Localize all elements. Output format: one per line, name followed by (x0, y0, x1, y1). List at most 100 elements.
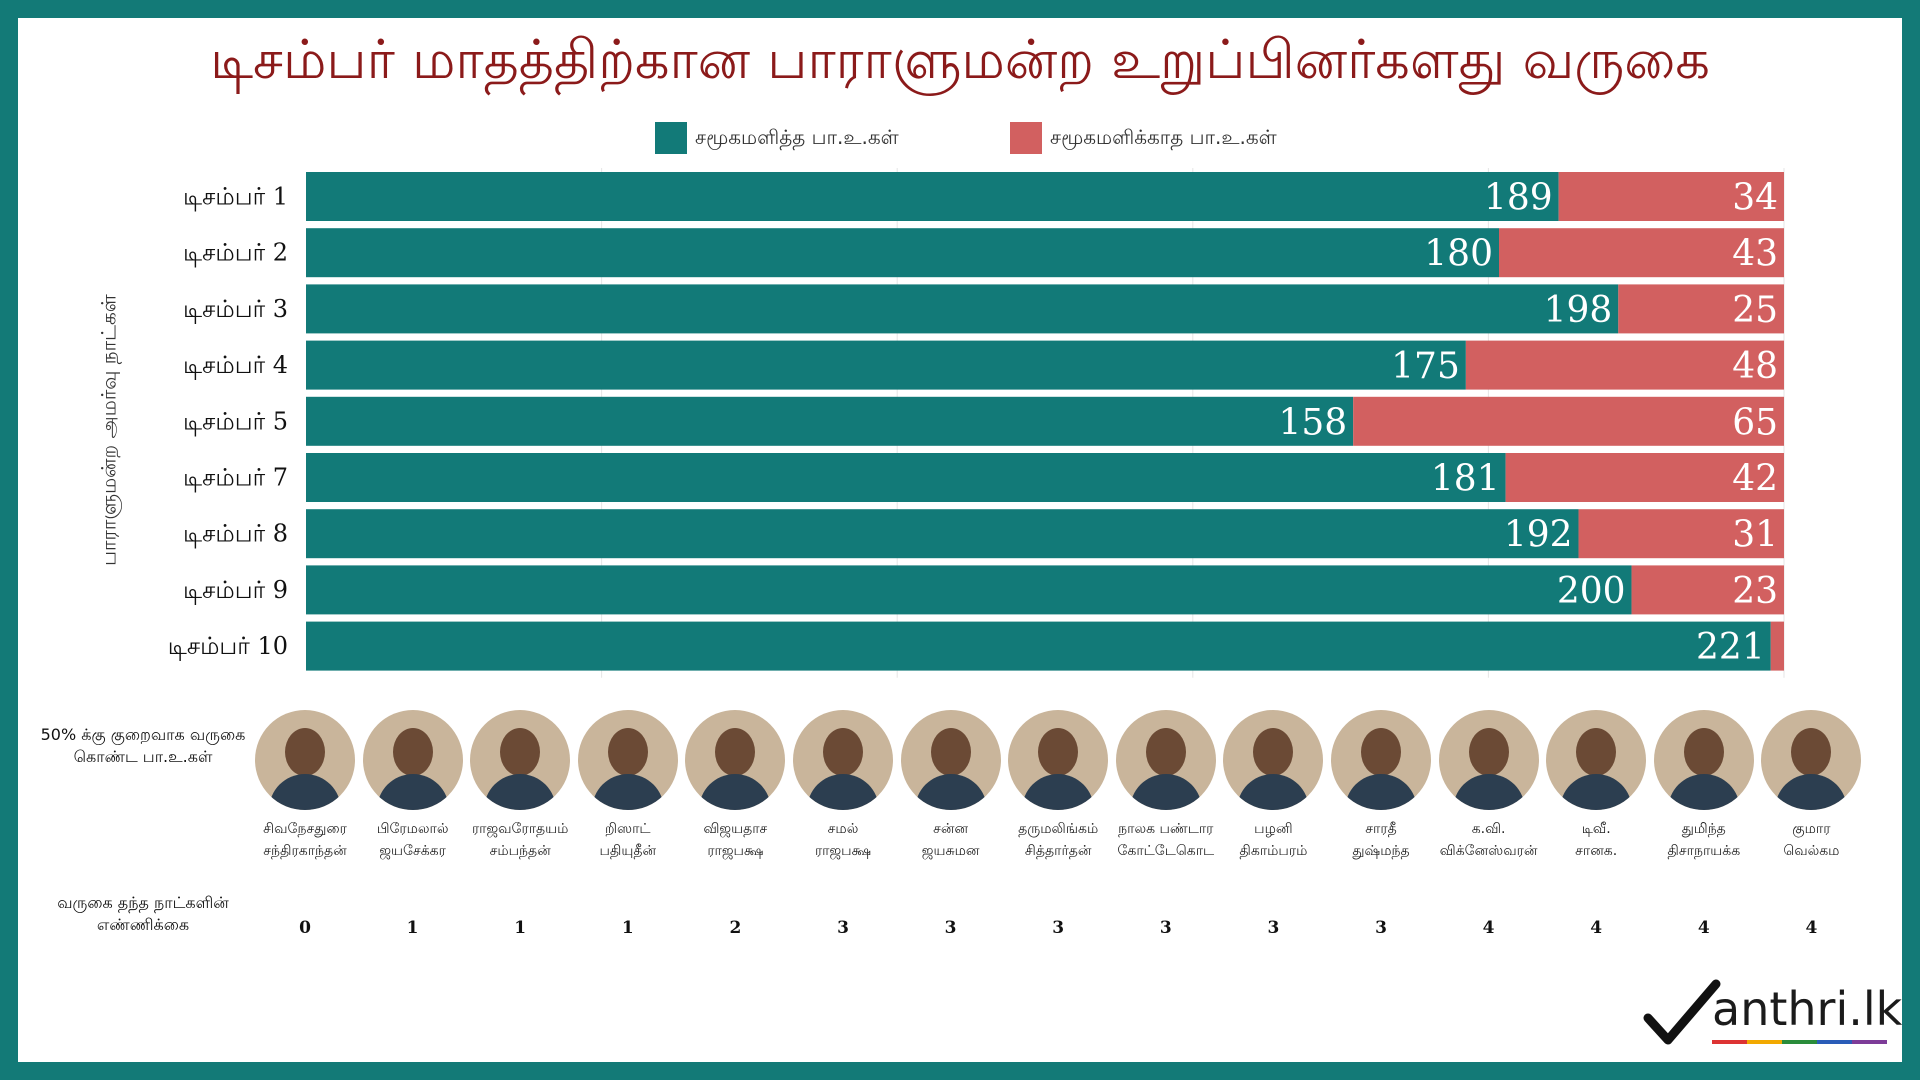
bar-absent (1618, 284, 1784, 334)
mp-name: தருமலிங்கம் சித்தார்தன் (998, 818, 1118, 862)
attendance-bar-chart: டிசம்பர் 1 189 34 டிசம்பர் 2 180 43 டிசம்பர் 3… (168, 168, 1785, 678)
mp-photo-head (715, 728, 756, 776)
mp-card: விஜயதாச ராஜபக்ஷ (675, 710, 795, 862)
mp-name: விஜயதாச ராஜபக்ஷ (675, 818, 795, 862)
category-label: டிசம்பர் 1 (183, 183, 288, 212)
legend-item-present: சமூகமளித்த பா.உ.கள் (655, 122, 899, 154)
mp-name-line1: டிவீ. (1581, 821, 1611, 837)
mp-photo-head (1361, 728, 1401, 776)
mp-name: துமிந்த திசாநாயக்க (1644, 818, 1764, 862)
value-label-present: 221 (1696, 627, 1765, 668)
mp-name-line2: பதியுதீன் (599, 843, 657, 859)
mp-name: குமார வெல்கம (1751, 818, 1871, 862)
mp-name-line1: சன்ன (933, 821, 969, 837)
mp-photo (1008, 710, 1109, 810)
bar-absent (1558, 172, 1784, 221)
category-label: டிசம்பர் 9 (183, 576, 288, 605)
mp-photo-head (823, 728, 863, 776)
legend-item-absent: சமூகமளிக்காத பா.உ.கள் (1010, 122, 1277, 154)
chart-legend: சமூகமளித்த பா.உ.கள் சமூகமளிக்காத பா.உ.கள… (0, 122, 1920, 156)
mp-days-count: 1 (621, 918, 634, 938)
mp-name-line1: ராஜவரோதயம் (471, 821, 569, 837)
mp-name-line1: துமிந்த (1681, 821, 1726, 837)
value-label-absent: 42 (1732, 459, 1778, 500)
value-label-present: 158 (1278, 402, 1347, 443)
mp-photo (577, 710, 678, 810)
mp-photo (685, 710, 786, 810)
mp-name-line1: தருமலிங்கம் (1018, 821, 1099, 837)
bar-absent (1465, 340, 1784, 390)
mp-days-count: 3 (1159, 918, 1172, 938)
mp-days-count: 3 (837, 918, 849, 938)
mp-photo (470, 710, 571, 810)
mp-days-count: 1 (406, 918, 419, 938)
mp-card: நாலக பண்டார கோட்டேகொட (1106, 710, 1226, 862)
mp-name-line2: ராஜபக்ஷ (814, 843, 872, 859)
mp-photo (1223, 710, 1324, 810)
mp-name-line1: சாரதீ (1365, 821, 1397, 837)
category-label: டிசம்பர் 4 (183, 351, 288, 380)
bar-present (306, 228, 1500, 278)
mp-days-count: 3 (1052, 918, 1065, 938)
mp-days-count: 4 (1697, 918, 1710, 938)
mp-card: க.வி. விக்னேஸ்வரன் (1429, 710, 1549, 862)
manthri-logo: anthri.lk (1642, 978, 1902, 1048)
mp-photo (900, 710, 1001, 810)
mp-name-line2: சம்பந்தன் (489, 843, 551, 859)
mp-name-line1: நாலக பண்டார (1118, 821, 1214, 837)
logo-text: anthri.lk (1712, 982, 1903, 1036)
value-label-absent: 65 (1732, 402, 1778, 443)
bar-present (306, 453, 1506, 502)
mp-card: பிரேமலால் ஜயசேக்கர (353, 710, 473, 862)
category-label: டிசம்பர் 3 (183, 295, 288, 324)
legend-swatch-present (655, 122, 687, 154)
mp-photo-torso (1775, 774, 1848, 810)
mp-name-line2: சித்தார்தன் (1024, 843, 1092, 859)
mp-name-line1: விஜயதாச (703, 821, 768, 837)
mp-name: சமல் ராஜபக்ஷ (783, 818, 903, 862)
mp-photo-torso (1345, 774, 1417, 810)
mp-card: தருமலிங்கம் சித்தார்தன் (998, 710, 1118, 862)
mp-card: பழனி திகாம்பரம் (1213, 710, 1333, 862)
mp-days-count: 3 (944, 918, 957, 938)
mp-days-count: 3 (1375, 918, 1387, 938)
mp-name: சன்ன ஜயசுமன (891, 818, 1011, 862)
category-label: டிசம்பர் 7 (183, 464, 288, 493)
value-label-absent: 48 (1732, 346, 1778, 387)
mp-name: ராஜவரோதயம் சம்பந்தன் (460, 818, 580, 862)
mp-photo-head (607, 728, 648, 776)
legend-label-absent: சமூகமளிக்காத பா.உ.கள் (1050, 124, 1277, 149)
mp-photo-torso (376, 774, 449, 810)
mp-card: சன்ன ஜயசுமன (891, 710, 1011, 862)
value-label-absent: 43 (1732, 234, 1778, 275)
mp-photo-torso (1129, 774, 1202, 810)
mp-days-count: 4 (1482, 918, 1495, 938)
mp-name: க.வி. விக்னேஸ்வரன் (1429, 818, 1549, 862)
mp-name-line1: குமார (1792, 821, 1831, 837)
days-count-heading: வருகை தந்த நாட்களின் எண்ணிக்கை (57, 893, 229, 934)
mp-name: டிவீ. சானக. (1536, 818, 1656, 862)
mp-card: குமார வெல்கம (1751, 710, 1871, 862)
mp-photo-head (500, 728, 541, 776)
bar-absent (1770, 621, 1784, 671)
legend-swatch-absent (1010, 122, 1042, 154)
value-label-present: 180 (1424, 234, 1493, 275)
logo-colour-bar (1712, 1040, 1887, 1044)
category-label: டிசம்பர் 8 (183, 520, 288, 549)
mp-photo-torso (269, 774, 341, 810)
mp-photo-torso (807, 774, 879, 810)
mp-name: பழனி திகாம்பரம் (1213, 818, 1333, 862)
mp-photo-head (1683, 728, 1724, 776)
bar-present (306, 565, 1632, 615)
mp-name-line2: சந்திரகாந்தன் (263, 843, 347, 859)
mp-name-line2: வெல்கம (1783, 843, 1840, 859)
mp-card: துமிந்த திசாநாயக்க (1644, 710, 1764, 862)
checkmark-icon (1643, 979, 1721, 1045)
mp-photo-head (1038, 728, 1079, 776)
mp-photo-head (1253, 728, 1294, 776)
value-label-absent: 31 (1732, 515, 1778, 556)
bar-absent (1505, 453, 1784, 502)
mp-days-count: 3 (1267, 918, 1280, 938)
mp-photo-head (1145, 728, 1186, 776)
mp-days-count: 1 (514, 918, 527, 938)
